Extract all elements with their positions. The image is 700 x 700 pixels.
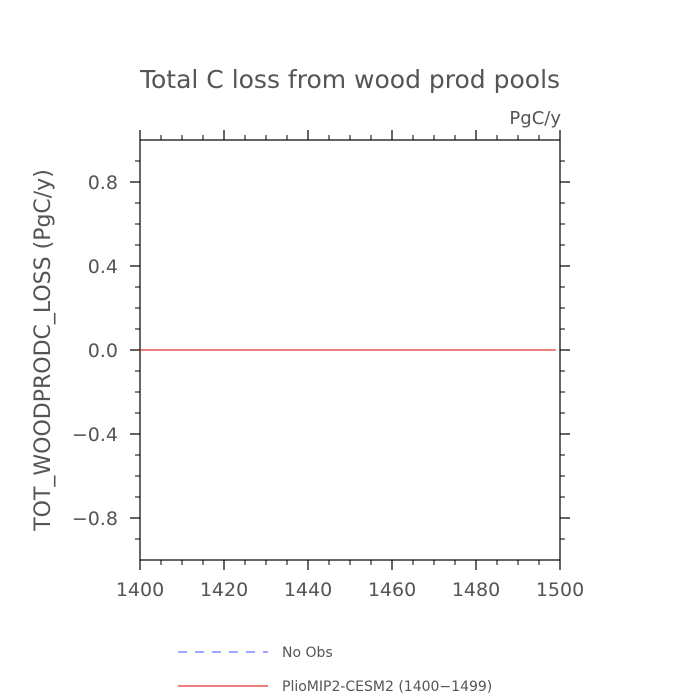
y-tick-label: 0.8 [88,172,118,194]
y-tick-label: −0.8 [72,508,118,530]
chart-title: Total C loss from wood prod pools [139,65,560,94]
x-tick-label: 1480 [452,579,500,601]
legend-label: PlioMIP2-CESM2 (1400−1499) [282,679,492,695]
units-label: PgC/y [509,108,561,129]
x-tick-label: 1500 [536,579,584,601]
x-tick-label: 1440 [284,579,332,601]
x-tick-label: 1420 [200,579,248,601]
x-tick-label: 1400 [116,579,164,601]
x-tick-labels: 1400 1420 1440 1460 1480 1500 [116,579,584,601]
legend-label: No Obs [282,645,333,661]
y-tick-label: 0.4 [88,256,118,278]
y-tick-label: −0.4 [72,424,118,446]
axis-ticks [130,130,570,570]
x-tick-label: 1460 [368,579,416,601]
y-tick-labels: −0.8 −0.4 0.0 0.4 0.8 [72,172,118,530]
legend: No Obs PlioMIP2-CESM2 (1400−1499) [178,645,492,695]
y-tick-label: 0.0 [88,340,118,362]
y-axis-label: TOT_WOODPRODC_LOSS (PgC/y) [31,169,56,532]
